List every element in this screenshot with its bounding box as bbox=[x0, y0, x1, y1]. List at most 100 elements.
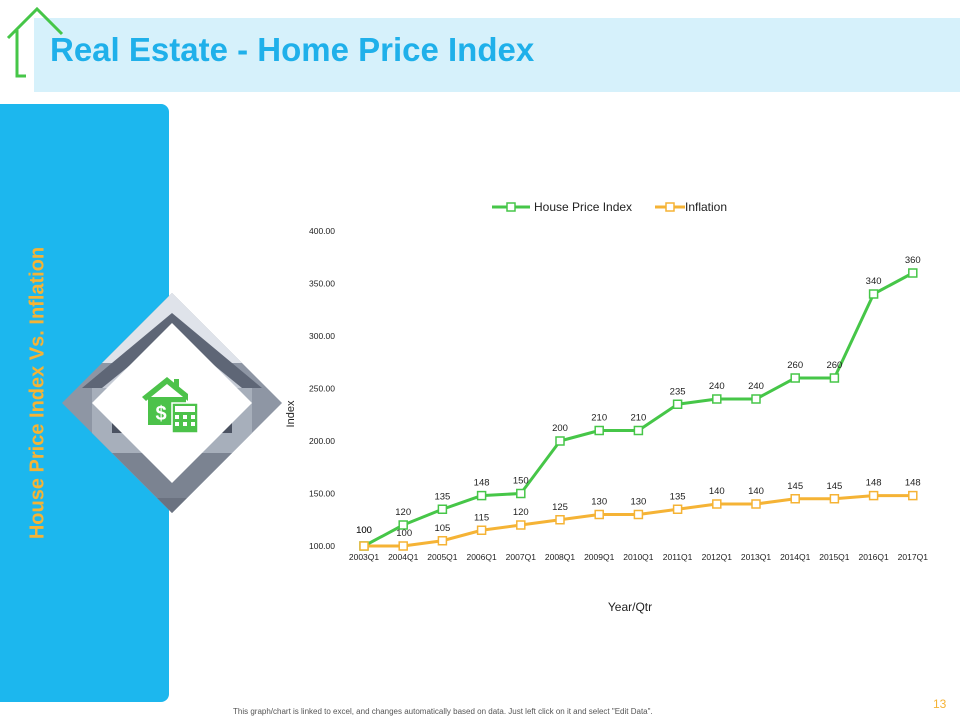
y-tick-label: 300.00 bbox=[309, 331, 335, 341]
data-point-marker bbox=[868, 289, 879, 299]
data-label: 120 bbox=[395, 507, 411, 518]
side-title: House Price Index Vs. Inflation bbox=[26, 246, 49, 540]
data-label: 260 bbox=[826, 360, 842, 371]
x-tick-label: 2008Q1 bbox=[545, 552, 576, 562]
data-point-marker bbox=[359, 541, 369, 551]
page-number: 13 bbox=[933, 697, 947, 711]
data-label: 100 bbox=[356, 525, 372, 536]
data-label: 135 bbox=[434, 491, 450, 502]
data-label: 140 bbox=[748, 486, 764, 497]
x-tick-label: 2017Q1 bbox=[898, 552, 929, 562]
data-point-marker bbox=[476, 490, 487, 501]
y-tick-label: 150.00 bbox=[309, 489, 335, 499]
data-label: 150 bbox=[513, 476, 529, 487]
data-label: 200 bbox=[552, 423, 568, 434]
data-point-marker bbox=[594, 425, 604, 436]
data-label: 260 bbox=[787, 360, 803, 371]
diamond-house-photo bbox=[62, 293, 282, 513]
data-label: 120 bbox=[513, 507, 529, 518]
x-tick-label: 2007Q1 bbox=[506, 552, 537, 562]
data-point-marker bbox=[829, 373, 840, 383]
data-label: 210 bbox=[591, 413, 607, 424]
data-label: 100 bbox=[356, 525, 372, 536]
y-tick-label: 400.00 bbox=[309, 226, 335, 236]
x-tick-label: 2013Q1 bbox=[741, 552, 772, 562]
data-point-marker bbox=[516, 488, 526, 499]
y-axis-title: Index bbox=[285, 400, 297, 427]
y-tick-label: 100.00 bbox=[309, 541, 335, 551]
data-point-marker bbox=[633, 425, 644, 436]
data-label: 235 bbox=[670, 386, 686, 397]
x-axis-title: Year/Qtr bbox=[608, 600, 652, 614]
svg-text:$: $ bbox=[155, 403, 166, 425]
data-label: 105 bbox=[434, 523, 450, 534]
data-point-marker bbox=[908, 268, 918, 278]
data-point-marker bbox=[868, 490, 879, 501]
data-point-marker bbox=[594, 509, 604, 520]
x-tick-label: 2011Q1 bbox=[663, 552, 693, 562]
x-tick-label: 2015Q1 bbox=[819, 552, 850, 562]
data-label: 140 bbox=[709, 486, 725, 497]
data-labels: 100 120 135 148 150 200 210 210 235 240 240 260 260 3… bbox=[356, 255, 921, 539]
data-point-marker bbox=[476, 525, 487, 535]
house-outline-icon bbox=[6, 6, 64, 78]
data-label: 100 bbox=[396, 528, 412, 539]
data-point-marker bbox=[751, 499, 761, 509]
data-label: 130 bbox=[591, 497, 607, 508]
data-point-marker bbox=[555, 436, 565, 446]
legend-label-house-price-index: House Price Index bbox=[534, 200, 632, 214]
data-point-marker bbox=[437, 504, 448, 514]
series-lines bbox=[359, 268, 918, 551]
y-tick-label: 350.00 bbox=[309, 279, 335, 289]
data-label: 210 bbox=[630, 413, 646, 424]
data-point-marker bbox=[398, 541, 408, 551]
data-point-marker bbox=[790, 494, 800, 504]
data-point-marker bbox=[672, 399, 683, 409]
x-tick-label: 2016Q1 bbox=[858, 552, 889, 562]
data-label: 148 bbox=[905, 478, 921, 489]
data-label: 130 bbox=[630, 497, 646, 508]
data-label: 360 bbox=[905, 255, 921, 266]
page-title: Real Estate - Home Price Index bbox=[50, 31, 535, 68]
house-dollar-calculator-icon: $ bbox=[142, 377, 199, 433]
x-tick-label: 2009Q1 bbox=[584, 552, 615, 562]
x-axis-ticks: 2003Q1 2004Q1 2005Q1 2006Q1 2007Q1 2008Q1 2009… bbox=[349, 552, 928, 562]
data-label: 145 bbox=[826, 481, 842, 492]
data-point-marker bbox=[398, 520, 408, 530]
footnote: This graph/chart is linked to excel, and… bbox=[233, 707, 653, 716]
x-tick-label: 2010Q1 bbox=[623, 552, 654, 562]
data-label: 148 bbox=[866, 478, 882, 489]
data-point-marker bbox=[790, 373, 800, 383]
data-point-marker bbox=[672, 504, 683, 514]
x-tick-label: 2012Q1 bbox=[702, 552, 733, 562]
x-tick-label: 2006Q1 bbox=[466, 552, 497, 562]
line-chart: House Price Index Inflation 400.00 350.00… bbox=[285, 200, 928, 614]
y-tick-label: 200.00 bbox=[309, 436, 335, 446]
title-bar bbox=[34, 18, 960, 92]
data-label: 115 bbox=[474, 512, 489, 523]
data-label: 240 bbox=[748, 381, 764, 392]
data-point-marker bbox=[712, 394, 722, 404]
legend-label-inflation: Inflation bbox=[685, 200, 727, 214]
legend: House Price Index Inflation bbox=[492, 200, 727, 214]
y-axis-ticks: 400.00 350.00 300.00 250.00 200.00 150.00 100.… bbox=[309, 226, 335, 551]
data-point-marker bbox=[751, 394, 761, 404]
x-tick-label: 2005Q1 bbox=[427, 552, 458, 562]
data-point-marker bbox=[555, 515, 565, 525]
data-point-marker bbox=[633, 509, 644, 520]
x-tick-label: 2004Q1 bbox=[388, 552, 419, 562]
x-tick-label: 2014Q1 bbox=[780, 552, 811, 562]
data-point-marker bbox=[437, 536, 448, 546]
x-tick-label: 2003Q1 bbox=[349, 552, 380, 562]
data-label: 125 bbox=[552, 502, 568, 513]
data-label: 135 bbox=[670, 491, 686, 502]
data-point-marker bbox=[516, 520, 526, 530]
y-tick-label: 250.00 bbox=[309, 384, 335, 394]
data-point-marker bbox=[829, 494, 840, 504]
data-label: 145 bbox=[787, 481, 803, 492]
data-label: 240 bbox=[709, 381, 725, 392]
data-point-marker bbox=[712, 499, 722, 509]
data-label: 340 bbox=[866, 276, 882, 287]
data-label: 148 bbox=[474, 478, 490, 489]
data-point-marker bbox=[908, 490, 918, 501]
